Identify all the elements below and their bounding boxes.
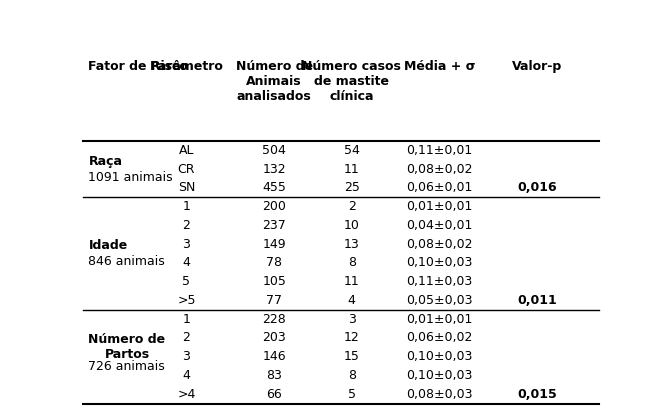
Text: 0,08±0,02: 0,08±0,02 xyxy=(406,238,473,251)
Text: 25: 25 xyxy=(344,181,360,194)
Text: 0,06±0,02: 0,06±0,02 xyxy=(406,331,473,344)
Text: 54: 54 xyxy=(344,144,360,157)
Text: >5: >5 xyxy=(177,294,196,307)
Text: 0,11±0,03: 0,11±0,03 xyxy=(406,275,472,288)
Text: 3: 3 xyxy=(348,312,356,326)
Text: 3: 3 xyxy=(182,238,190,251)
Text: Número de
Animais
analisados: Número de Animais analisados xyxy=(236,60,313,103)
Text: CR: CR xyxy=(178,163,195,176)
Text: 0,05±0,03: 0,05±0,03 xyxy=(406,294,473,307)
Text: 105: 105 xyxy=(262,275,286,288)
Text: 77: 77 xyxy=(266,294,282,307)
Text: 8: 8 xyxy=(348,256,356,269)
Text: 146: 146 xyxy=(262,350,286,363)
Text: 12: 12 xyxy=(344,331,360,344)
Text: Parâmetro: Parâmetro xyxy=(150,60,223,73)
Text: Número casos
de mastite
clínica: Número casos de mastite clínica xyxy=(302,60,401,103)
Text: 0,011: 0,011 xyxy=(517,294,557,307)
Text: 0,11±0,01: 0,11±0,01 xyxy=(406,144,472,157)
Text: 3: 3 xyxy=(182,350,190,363)
Text: 83: 83 xyxy=(266,369,282,382)
Text: 1: 1 xyxy=(182,312,190,326)
Text: 0,01±0,01: 0,01±0,01 xyxy=(406,200,473,213)
Text: 0,08±0,02: 0,08±0,02 xyxy=(406,163,473,176)
Text: SN: SN xyxy=(178,181,195,194)
Text: 4: 4 xyxy=(348,294,356,307)
Text: 132: 132 xyxy=(262,163,286,176)
Text: 2: 2 xyxy=(348,200,356,213)
Text: 15: 15 xyxy=(344,350,360,363)
Text: 2: 2 xyxy=(182,331,190,344)
Text: 228: 228 xyxy=(262,312,286,326)
Text: Média + σ: Média + σ xyxy=(404,60,475,73)
Text: 237: 237 xyxy=(262,219,286,232)
Text: 4: 4 xyxy=(182,369,190,382)
Text: Valor-p: Valor-p xyxy=(512,60,563,73)
Text: 504: 504 xyxy=(262,144,286,157)
Text: 0,10±0,03: 0,10±0,03 xyxy=(406,350,473,363)
Text: 203: 203 xyxy=(262,331,286,344)
Text: >4: >4 xyxy=(177,388,196,401)
Text: 0,06±0,01: 0,06±0,01 xyxy=(406,181,473,194)
Text: Fator de Risco: Fator de Risco xyxy=(89,60,188,73)
Text: 0,10±0,03: 0,10±0,03 xyxy=(406,369,473,382)
Text: 0,016: 0,016 xyxy=(517,181,557,194)
Text: 78: 78 xyxy=(266,256,282,269)
Text: 0,04±0,01: 0,04±0,01 xyxy=(406,219,473,232)
Text: 1091 animais: 1091 animais xyxy=(89,171,173,184)
Text: 5: 5 xyxy=(348,388,356,401)
Text: Número de
Partos: Número de Partos xyxy=(89,333,166,361)
Text: 66: 66 xyxy=(266,388,282,401)
Text: 726 animais: 726 animais xyxy=(89,360,165,373)
Text: 10: 10 xyxy=(344,219,360,232)
Text: AL: AL xyxy=(178,144,194,157)
Text: 2: 2 xyxy=(182,219,190,232)
Text: 846 animais: 846 animais xyxy=(89,255,165,268)
Text: 5: 5 xyxy=(182,275,190,288)
Text: 1: 1 xyxy=(182,200,190,213)
Text: 0,10±0,03: 0,10±0,03 xyxy=(406,256,473,269)
Text: 149: 149 xyxy=(262,238,286,251)
Text: 0,08±0,03: 0,08±0,03 xyxy=(406,388,473,401)
Text: 0,01±0,01: 0,01±0,01 xyxy=(406,312,473,326)
Text: 200: 200 xyxy=(262,200,286,213)
Text: 13: 13 xyxy=(344,238,360,251)
Text: 11: 11 xyxy=(344,275,360,288)
Text: 4: 4 xyxy=(182,256,190,269)
Text: 8: 8 xyxy=(348,369,356,382)
Text: 455: 455 xyxy=(262,181,286,194)
Text: Idade: Idade xyxy=(89,239,128,252)
Text: Raça: Raça xyxy=(89,155,123,168)
Text: 0,015: 0,015 xyxy=(517,388,557,401)
Text: 11: 11 xyxy=(344,163,360,176)
